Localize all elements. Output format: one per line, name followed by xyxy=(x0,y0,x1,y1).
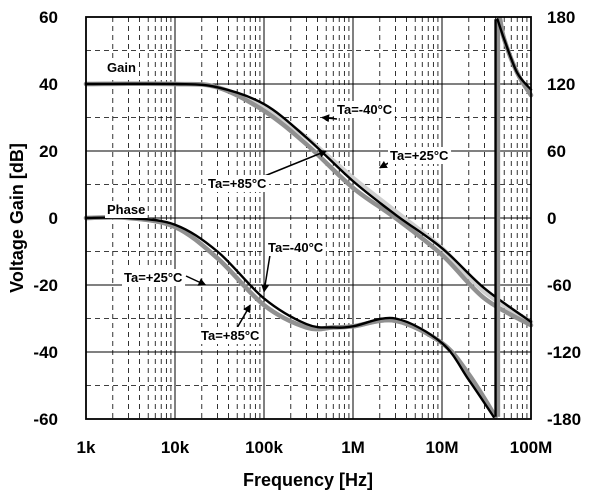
y-right-tick-label: 60 xyxy=(547,142,566,161)
y-left-tick-label: 0 xyxy=(49,209,58,228)
x-tick-label: 100M xyxy=(510,438,553,457)
y-axis-title: Voltage Gain [dB] xyxy=(7,143,27,293)
series-gain-line xyxy=(83,81,534,325)
series-gain-line xyxy=(83,81,534,328)
annotation-label: Ta=+25°C xyxy=(390,148,449,163)
y-left-tick-label: -40 xyxy=(33,343,58,362)
series-gain-line xyxy=(84,82,533,324)
annotation-label: Ta=+85°C xyxy=(208,176,267,191)
grid xyxy=(85,16,532,420)
y-left-tick-label: 40 xyxy=(39,75,58,94)
annotation-label-bg xyxy=(199,327,263,344)
series-phase-line xyxy=(84,18,533,418)
y-right-tick-label: 0 xyxy=(547,209,556,228)
phase-curve-label-bg xyxy=(105,201,148,218)
annotations: Gain Phase Ta=-40°C Ta=+85°C Ta=+25°C Ta=-40°… xyxy=(105,59,452,344)
y-left-tick-label: -60 xyxy=(33,410,58,429)
annotation-label-bg xyxy=(388,147,452,164)
annotation-label-bg xyxy=(266,239,326,256)
annotation-arrow xyxy=(261,149,328,178)
annotation-label: Ta=+85°C xyxy=(201,328,260,343)
annotation-label-bg xyxy=(122,269,186,286)
y-right-tick-label: 180 xyxy=(547,8,575,27)
annotation-arrow xyxy=(185,275,207,286)
annotation-label: Ta=-40°C xyxy=(337,102,393,117)
x-tick-label: 100k xyxy=(245,438,283,457)
x-axis-title: Frequency [Hz] xyxy=(243,470,373,490)
plot-frame xyxy=(85,16,532,420)
y-left-tick-label: -20 xyxy=(33,276,58,295)
x-tick-label: 1k xyxy=(77,438,96,457)
x-tick-label: 10k xyxy=(161,438,190,457)
annotation-arrow xyxy=(236,304,251,329)
annotation-label: Ta=+25°C xyxy=(124,270,183,285)
y-right-tick-label: -60 xyxy=(547,276,572,295)
x-tick-label: 10M xyxy=(425,438,458,457)
gain-curve-label: Gain xyxy=(107,60,136,75)
annotation-label: Ta=-40°C xyxy=(268,240,324,255)
y-left-tick-label: 60 xyxy=(39,8,58,27)
y-right-tick-label: -180 xyxy=(547,410,581,429)
annotation-arrow xyxy=(261,254,271,293)
annotation-arrow xyxy=(321,114,338,123)
x-tick-label: 1M xyxy=(341,438,365,457)
gain-curve-label-bg xyxy=(105,59,138,76)
annotation-label-bg xyxy=(206,175,270,192)
tick-labels: 1k 10k 100k 1M 10M 100M 60 40 20 0 -20 -40 -60 180 120… xyxy=(33,8,581,457)
phase-curve-label: Phase xyxy=(107,202,145,217)
y-right-tick-label: -120 xyxy=(547,343,581,362)
annotation-label-bg xyxy=(335,101,395,118)
y-right-tick-label: 120 xyxy=(547,75,575,94)
y-left-tick-label: 20 xyxy=(39,142,58,161)
